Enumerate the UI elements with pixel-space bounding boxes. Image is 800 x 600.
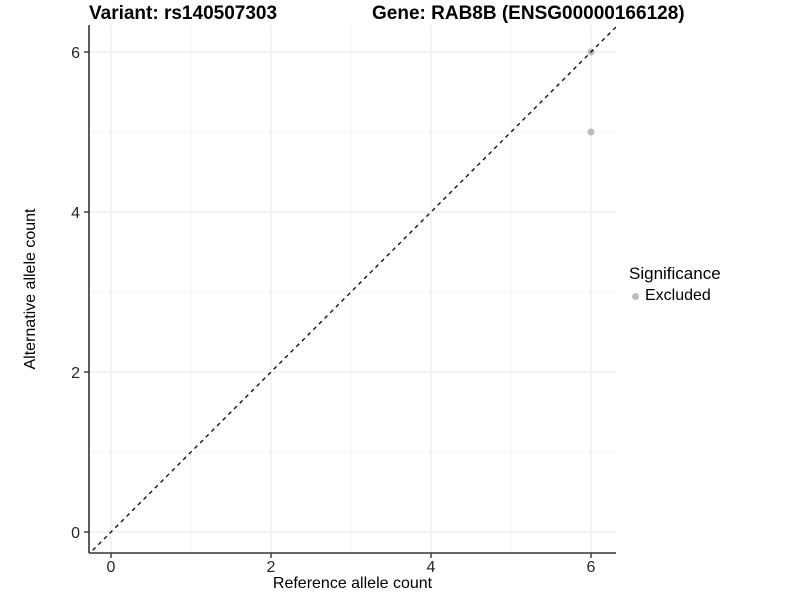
legend-item-label: Excluded [645, 287, 711, 304]
y-tick-label: 6 [71, 45, 80, 62]
data-point [587, 128, 595, 136]
x-axis-title: Reference allele count [272, 575, 433, 592]
legend-items: Excluded [629, 287, 721, 305]
x-tick-label: 2 [267, 559, 276, 576]
identity-line [89, 26, 616, 553]
y-tick-label: 4 [71, 205, 80, 222]
legend: Significance Excluded [629, 264, 721, 305]
x-tick-label: 6 [587, 559, 596, 576]
y-tick-label: 0 [71, 525, 80, 542]
x-tick-label: 4 [427, 559, 436, 576]
legend-title: Significance [629, 264, 721, 283]
x-tick-label: 0 [107, 559, 116, 576]
y-tick-label: 2 [71, 365, 80, 382]
plot-title-variant: Variant: rs140507303 [89, 3, 278, 24]
legend-key-dot [632, 292, 639, 300]
y-axis-title: Alternative allele count [22, 208, 39, 370]
legend-item: Excluded [632, 287, 721, 305]
plot-title-gene: Gene: RAB8B (ENSG00000166128) [372, 3, 685, 24]
